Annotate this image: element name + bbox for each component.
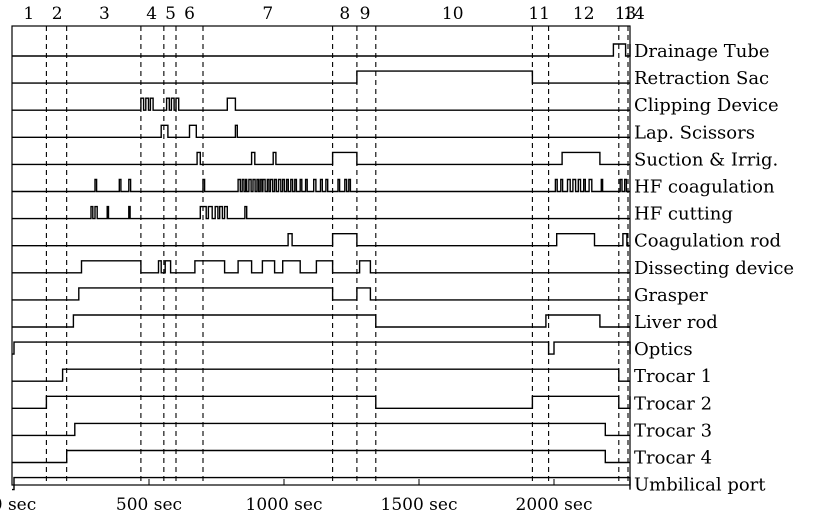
x-tick-label-2: 500 sec [116,495,182,515]
signal-label-trocar-1: Trocar 1 [634,366,712,387]
signal-trace-trocar-3 [12,422,630,437]
x-tick-label-1: 0 sec [0,495,36,515]
signal-label-clipping-device: Clipping Device [634,95,779,116]
phase-number-3: 3 [99,4,110,24]
x-tick-label-3: 1000 sec [246,495,323,515]
signal-label-suction-irrig-: Suction & Irrig. [634,149,778,170]
signal-label-trocar-4: Trocar 4 [634,448,712,469]
signal-label-dissecting-device: Dissecting device [634,258,794,279]
signal-label-trocar-2: Trocar 2 [634,393,712,414]
x-tick-label-4: 1500 sec [381,495,458,515]
phase-number-7: 7 [262,4,273,24]
x-tick-label-5: 2000 sec [516,495,593,515]
signal-label-optics: Optics [634,339,693,360]
signal-trace-trocar-2 [12,395,631,409]
phase-number-1: 1 [23,4,34,24]
signal-trace-clipping-device [12,97,630,111]
signal-trace-hf-cutting [12,205,630,220]
phase-number-2: 2 [52,4,63,24]
signal-label-grasper: Grasper [634,285,708,306]
phase-number-11: 11 [528,4,550,24]
signal-trace-suction-irrig- [12,151,630,166]
phase-number-10: 10 [442,4,464,24]
signal-trace-optics [12,341,631,355]
plot-frame [11,25,631,486]
signal-label-hf-cutting: HF cutting [634,204,733,225]
signal-label-umbilical-port: Umbilical port [634,475,766,496]
signal-label-lap-scissors: Lap. Scissors [634,122,755,143]
signal-label-coagulation-rod: Coagulation rod [634,231,781,252]
signal-label-hf-coagulation: HF coagulation [634,177,775,198]
signal-trace-grasper [12,287,630,301]
signal-trace-dissecting-device [12,260,630,274]
signal-trace-retraction-sac [12,70,630,84]
signal-trace-coagulation-rod [12,233,630,247]
phase-number-9: 9 [360,4,371,24]
phase-number-5: 5 [165,4,176,24]
signal-label-trocar-3: Trocar 3 [634,420,712,441]
phase-number-14: 14 [623,4,645,24]
signal-trace-trocar-1 [12,368,630,382]
signal-trace-hf-coagulation [12,178,630,193]
phase-number-4: 4 [146,4,157,24]
phase-number-6: 6 [184,4,195,24]
signal-label-liver-rod: Liver rod [634,312,718,333]
phase-number-13: 13 [615,4,637,24]
signal-trace-umbilical-port [12,476,631,491]
signal-label-drainage-tube: Drainage Tube [634,41,770,62]
phase-number-12: 12 [573,4,595,24]
signal-trace-lap-scissors [12,124,630,138]
signal-trace-drainage-tube [12,43,631,57]
phase-number-8: 8 [339,4,350,24]
signal-label-retraction-sac: Retraction Sac [634,68,769,89]
signal-trace-trocar-4 [12,449,630,464]
signal-trace-liver-rod [12,314,630,328]
